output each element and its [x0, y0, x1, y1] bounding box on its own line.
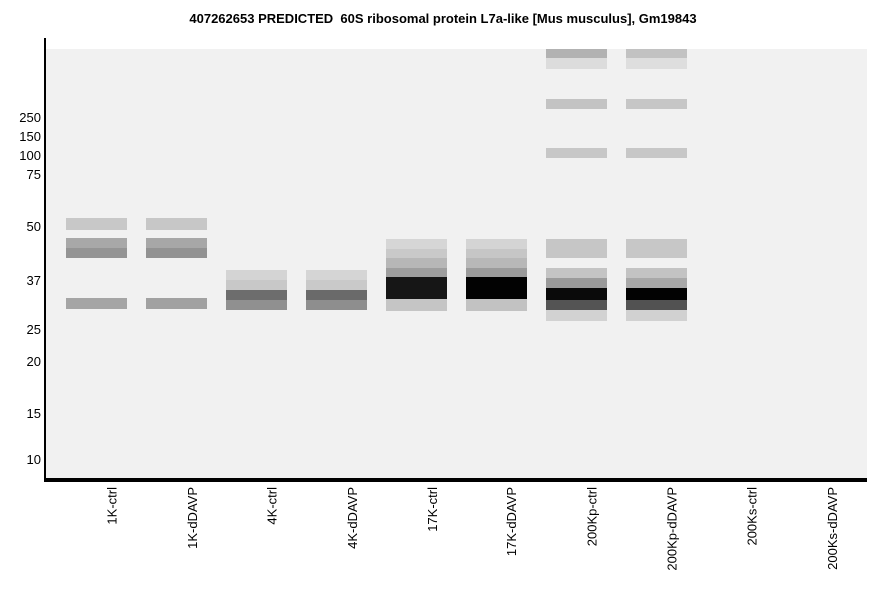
y-axis-line — [44, 38, 46, 482]
y-tick-label: 50 — [26, 219, 41, 234]
gel-band — [306, 300, 367, 310]
gel-band — [386, 239, 447, 249]
gel-band — [626, 99, 687, 109]
gel-band — [66, 248, 127, 258]
gel-band — [146, 298, 207, 309]
gel-band — [306, 290, 367, 300]
gel-band — [546, 99, 607, 109]
gel-band — [306, 280, 367, 290]
gel-band — [546, 239, 607, 258]
gel-band — [546, 268, 607, 278]
gel-band — [226, 300, 287, 310]
gel-band — [626, 268, 687, 278]
gel-band — [546, 288, 607, 300]
gel-band — [466, 258, 527, 268]
gel-band — [626, 239, 687, 258]
gel-band — [146, 238, 207, 248]
gel-band — [626, 300, 687, 310]
gel-band — [66, 218, 127, 230]
y-tick-label: 20 — [26, 354, 41, 369]
y-tick-label: 37 — [26, 273, 41, 288]
gel-band — [466, 249, 527, 258]
gel-band — [626, 49, 687, 58]
gel-band — [546, 58, 607, 69]
lane-label: 200Ks-dDAVP — [824, 487, 840, 570]
gel-band — [466, 277, 527, 299]
lane-label: 4K-ctrl — [264, 487, 280, 525]
gel-band — [626, 148, 687, 158]
gel-band — [146, 218, 207, 230]
lane-label: 17K-ctrl — [424, 487, 440, 532]
gel-band — [386, 249, 447, 258]
lane-label: 200Kp-ctrl — [584, 487, 600, 547]
gel-band — [466, 268, 527, 277]
gel-band — [466, 239, 527, 249]
gel-band — [626, 310, 687, 321]
plot-area — [46, 49, 867, 478]
y-tick-label: 100 — [19, 148, 41, 163]
gel-band — [546, 310, 607, 321]
gel-band — [546, 300, 607, 310]
gel-band — [226, 290, 287, 300]
gel-band — [626, 278, 687, 288]
lane-label: 200Kp-dDAVP — [664, 487, 680, 571]
lane-label: 17K-dDAVP — [504, 487, 520, 557]
gel-band — [626, 58, 687, 69]
gel-band — [546, 49, 607, 58]
gel-band — [226, 280, 287, 290]
y-tick-label: 15 — [26, 406, 41, 421]
x-axis-line — [44, 478, 867, 482]
gel-band — [66, 298, 127, 309]
gel-band — [466, 299, 527, 311]
gel-band — [386, 268, 447, 277]
gel-band — [66, 238, 127, 248]
lane-label: 200Ks-ctrl — [744, 487, 760, 546]
y-tick-label: 150 — [19, 129, 41, 144]
gel-band — [386, 277, 447, 299]
lane-label: 1K-ctrl — [104, 487, 120, 525]
gel-band — [226, 270, 287, 280]
y-tick-label: 25 — [26, 322, 41, 337]
y-tick-label: 10 — [26, 452, 41, 467]
lane-label: 4K-dDAVP — [344, 487, 360, 549]
gel-band — [386, 258, 447, 268]
figure-title: 407262653 PREDICTED 60S ribosomal protei… — [189, 11, 697, 26]
y-tick-label: 75 — [26, 167, 41, 182]
gel-band — [146, 248, 207, 258]
gel-band — [306, 270, 367, 280]
gel-band — [546, 278, 607, 288]
gel-band — [386, 299, 447, 311]
gel-band — [626, 288, 687, 300]
gel-band — [546, 148, 607, 158]
y-tick-label: 250 — [19, 110, 41, 125]
lane-label: 1K-dDAVP — [184, 487, 200, 549]
